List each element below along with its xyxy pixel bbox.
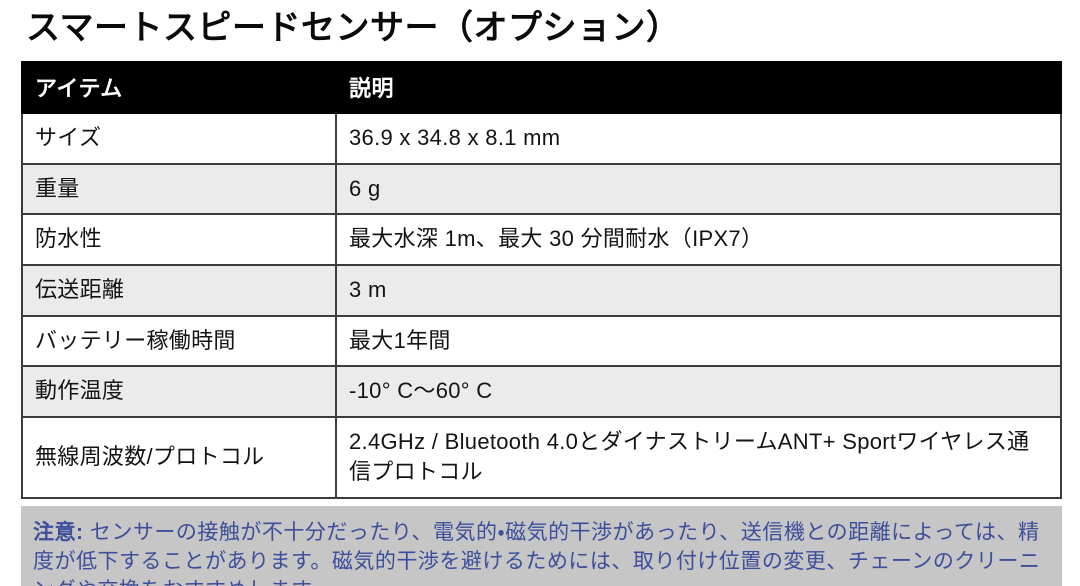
spec-item-transmission-range: 伝送距離 [21, 264, 337, 317]
spec-value-battery-life: 最大1年間 [335, 314, 1062, 368]
spec-item-size: サイズ [21, 112, 337, 165]
spec-value-weight: 6 g [335, 162, 1062, 216]
spec-item-radio-frequency-protocol: 無線周波数/プロトコル [21, 416, 337, 499]
table-row: 重量 6 g [21, 162, 1062, 216]
page-title: スマートスピードセンサー（オプション） [26, 9, 681, 47]
spec-value-operating-temperature: -10° C～60° C [335, 365, 1062, 419]
caution-note-label: 注意: [33, 520, 84, 544]
caution-note: 注意: センサーの接触が不十分だったり、電気的・磁気的干渉があったり、送信機との… [21, 505, 1062, 586]
table-header-row: アイテム 説明 [21, 61, 1062, 114]
table-row: サイズ 36.9 x 34.8 x 8.1 mm [21, 112, 1062, 165]
spec-value-transmission-range: 3 m [335, 264, 1062, 317]
spec-item-weight: 重量 [21, 162, 337, 216]
column-header-item: アイテム [21, 61, 337, 114]
spec-table: アイテム 説明 サイズ 36.9 x 34.8 x 8.1 mm 重量 6 g … [21, 61, 1062, 499]
spec-value-waterproof: 最大水深 1m、最大 30 分間耐水（IPX7） [335, 213, 1062, 267]
table-row: 伝送距離 3 m [21, 264, 1062, 317]
spec-item-waterproof: 防水性 [21, 213, 337, 267]
table-row: 無線周波数/プロトコル 2.4GHz / Bluetooth 4.0とダイナスト… [21, 416, 1062, 499]
column-header-description: 説明 [335, 61, 1062, 114]
spec-item-operating-temperature: 動作温度 [21, 365, 337, 419]
spec-value-radio-frequency-protocol: 2.4GHz / Bluetooth 4.0とダイナストリームANT+ Spor… [335, 416, 1062, 499]
caution-note-text: センサーの接触が不十分だったり、電気的・磁気的干渉があったり、送信機との距離によ… [33, 520, 1041, 586]
table-row: 防水性 最大水深 1m、最大 30 分間耐水（IPX7） [21, 213, 1062, 267]
table-row: バッテリー稼働時間 最大1年間 [21, 314, 1062, 368]
spec-item-battery-life: バッテリー稼働時間 [21, 314, 337, 368]
spec-value-size: 36.9 x 34.8 x 8.1 mm [335, 112, 1062, 165]
table-row: 動作温度 -10° C～60° C [21, 365, 1062, 419]
